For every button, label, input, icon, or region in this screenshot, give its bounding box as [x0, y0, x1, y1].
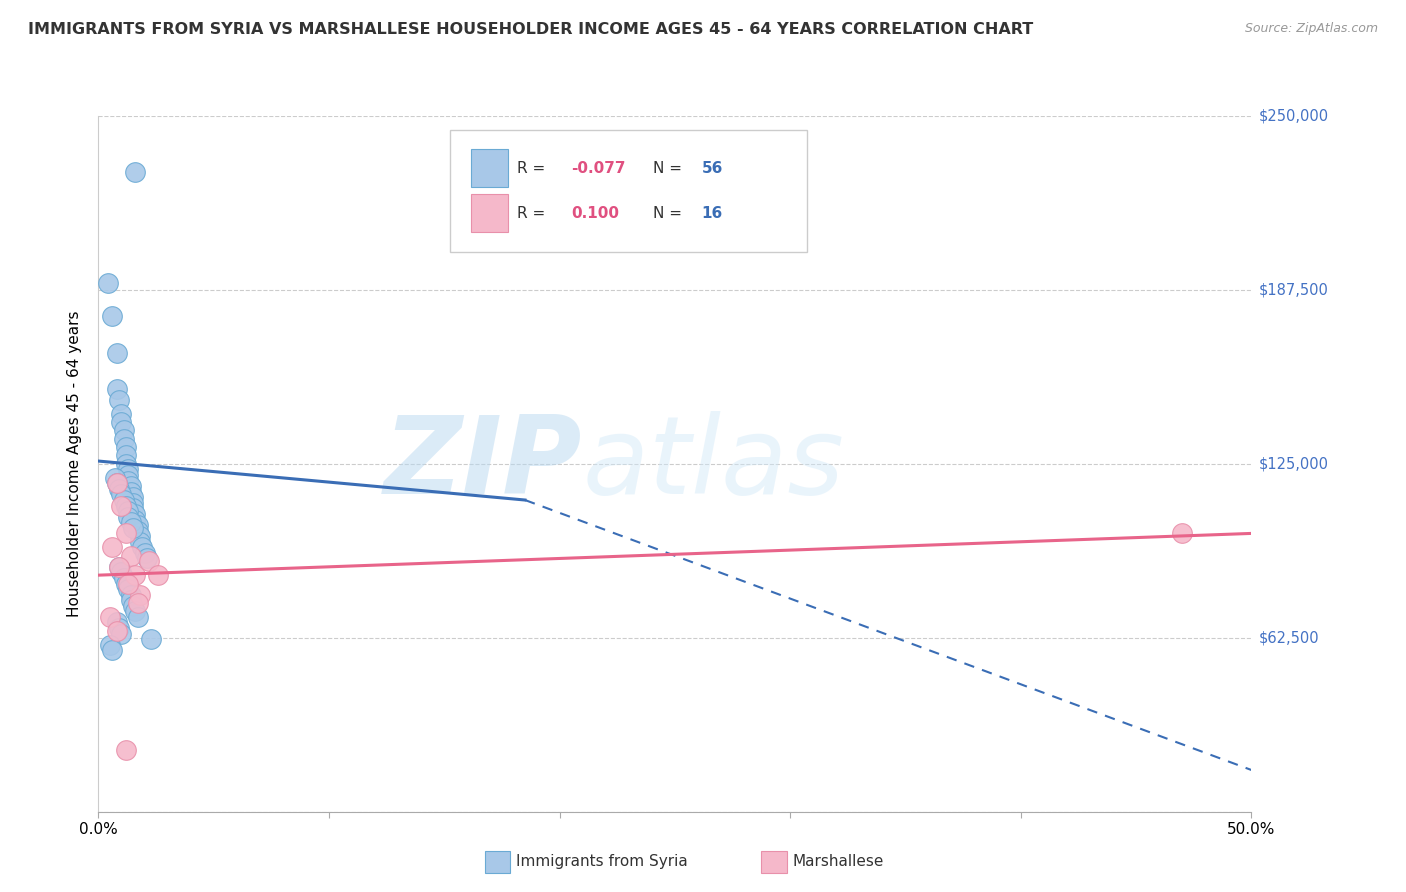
Point — [110, 415, 132, 429]
Point — [110, 499, 132, 513]
Point — [134, 546, 156, 560]
Point — [138, 554, 160, 568]
Point — [115, 743, 138, 757]
Point — [120, 484, 142, 499]
Text: ZIP: ZIP — [384, 411, 582, 516]
Point — [1171, 526, 1194, 541]
Point — [117, 474, 139, 488]
Point — [108, 621, 131, 635]
Point — [127, 596, 149, 610]
Point — [105, 615, 128, 630]
Point — [110, 487, 132, 501]
Point — [117, 582, 139, 596]
Text: 56: 56 — [702, 161, 723, 176]
Point — [115, 499, 138, 513]
Point — [127, 524, 149, 538]
Point — [124, 164, 146, 178]
Point — [129, 534, 152, 549]
Text: Immigrants from Syria: Immigrants from Syria — [516, 855, 688, 870]
Point — [101, 310, 124, 324]
Text: $250,000: $250,000 — [1258, 109, 1329, 123]
Point — [127, 518, 149, 533]
Point — [122, 501, 145, 516]
Point — [112, 493, 135, 508]
Point — [108, 392, 131, 407]
FancyBboxPatch shape — [471, 194, 508, 233]
Point — [110, 626, 132, 640]
Point — [115, 457, 138, 471]
Point — [98, 638, 121, 652]
Point — [110, 407, 132, 421]
Point — [117, 509, 139, 524]
Text: N =: N = — [652, 206, 688, 221]
Y-axis label: Householder Income Ages 45 - 64 years: Householder Income Ages 45 - 64 years — [67, 310, 83, 617]
Point — [112, 432, 135, 446]
FancyBboxPatch shape — [485, 851, 510, 873]
Point — [115, 440, 138, 454]
Text: R =: R = — [517, 206, 555, 221]
Point — [122, 599, 145, 613]
Point — [105, 624, 128, 638]
Point — [105, 345, 128, 359]
Text: N =: N = — [652, 161, 688, 176]
Point — [122, 521, 145, 535]
Point — [105, 382, 128, 396]
Point — [101, 541, 124, 555]
Point — [120, 479, 142, 493]
Point — [135, 551, 157, 566]
Point — [120, 516, 142, 530]
Point — [110, 566, 132, 580]
Point — [117, 467, 139, 482]
Point — [131, 541, 153, 555]
Text: Source: ZipAtlas.com: Source: ZipAtlas.com — [1244, 22, 1378, 36]
Point — [117, 462, 139, 476]
Point — [115, 576, 138, 591]
Point — [117, 504, 139, 518]
Point — [103, 471, 125, 485]
FancyBboxPatch shape — [471, 149, 508, 187]
Point — [124, 507, 146, 521]
Point — [115, 526, 138, 541]
Point — [124, 604, 146, 618]
Point — [127, 610, 149, 624]
Point — [124, 568, 146, 582]
Point — [124, 512, 146, 526]
Point — [122, 496, 145, 510]
Point — [129, 588, 152, 602]
Text: R =: R = — [517, 161, 550, 176]
Point — [101, 643, 124, 657]
FancyBboxPatch shape — [762, 851, 787, 873]
Point — [141, 632, 163, 647]
Point — [122, 490, 145, 504]
Text: 16: 16 — [702, 206, 723, 221]
Point — [117, 576, 139, 591]
FancyBboxPatch shape — [450, 130, 807, 252]
Text: 0.100: 0.100 — [571, 206, 619, 221]
Text: atlas: atlas — [582, 411, 845, 516]
Point — [120, 549, 142, 563]
Point — [108, 482, 131, 496]
Text: Marshallese: Marshallese — [793, 855, 884, 870]
Point — [148, 568, 170, 582]
Point — [108, 559, 131, 574]
Point — [97, 276, 120, 290]
Point — [108, 559, 131, 574]
Text: IMMIGRANTS FROM SYRIA VS MARSHALLESE HOUSEHOLDER INCOME AGES 45 - 64 YEARS CORRE: IMMIGRANTS FROM SYRIA VS MARSHALLESE HOU… — [28, 22, 1033, 37]
Text: $125,000: $125,000 — [1258, 457, 1329, 471]
Point — [98, 610, 121, 624]
Point — [112, 424, 135, 438]
Point — [105, 476, 128, 491]
Point — [105, 476, 128, 491]
Point — [120, 593, 142, 607]
Text: $62,500: $62,500 — [1258, 631, 1319, 645]
Point — [115, 449, 138, 463]
Text: -0.077: -0.077 — [571, 161, 626, 176]
Text: $187,500: $187,500 — [1258, 283, 1329, 297]
Point — [120, 588, 142, 602]
Point — [112, 571, 135, 585]
Point — [129, 529, 152, 543]
